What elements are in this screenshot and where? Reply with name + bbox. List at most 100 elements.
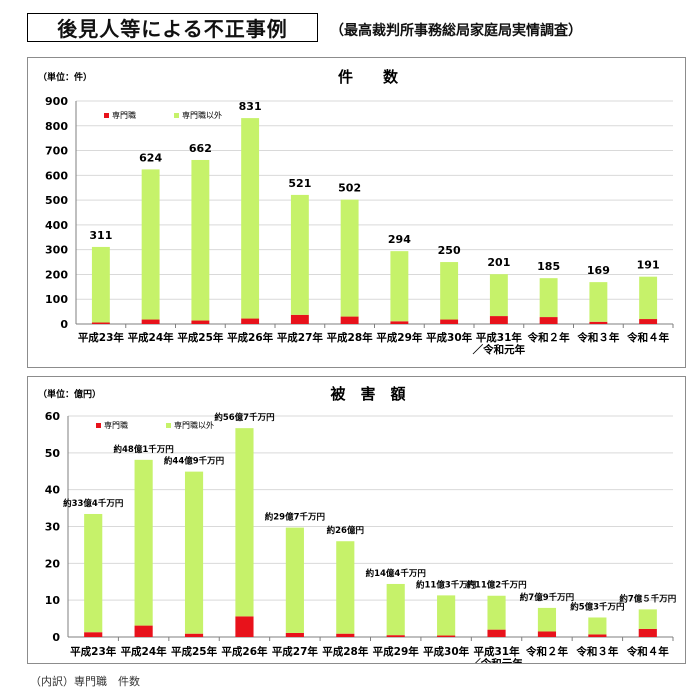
y-tick-label: 100 (45, 293, 68, 306)
x-category-label: 平成24年 (128, 331, 175, 344)
bar-non-professional (390, 251, 409, 322)
data-label: 約26億円 (327, 525, 364, 536)
y-tick-label: 50 (45, 447, 61, 460)
y-tick-label: 60 (45, 410, 61, 423)
x-category-label: 令和２年 (525, 645, 568, 658)
x-category-label: 平成30年 (423, 645, 470, 658)
y-tick-label: 20 (45, 557, 61, 570)
bar-non-professional (184, 471, 204, 634)
x-category-label: 令和３年 (575, 645, 618, 658)
bar-non-professional (386, 583, 405, 636)
data-label: 662 (189, 142, 212, 155)
x-category-label: 平成24年 (121, 645, 168, 658)
x-category-label: 平成29年 (376, 331, 423, 344)
y-tick-label: 0 (52, 631, 60, 644)
y-tick-label: 30 (45, 521, 61, 534)
data-label: 約33億4千万円 (63, 498, 123, 509)
x-category-label: 平成28年 (322, 645, 369, 658)
bar-professional (91, 322, 110, 324)
y-tick-label: 400 (45, 219, 68, 232)
bar-non-professional (191, 159, 210, 321)
bar-professional (184, 633, 204, 637)
y-tick-label: 800 (45, 120, 68, 133)
y-tick-label: 600 (45, 169, 68, 182)
legend-swatch (104, 113, 109, 118)
x-category-label: 平成26年 (221, 645, 268, 658)
bar-professional (539, 317, 558, 324)
bar-professional (390, 321, 409, 324)
x-category-label: 平成23年 (70, 645, 117, 658)
data-label: 521 (288, 177, 311, 190)
bar-professional (437, 635, 456, 637)
x-category-label: 平成30年 (426, 331, 473, 344)
legend: 専門職 専門職以外 (96, 420, 214, 430)
data-label: 約7億9千万円 (520, 592, 574, 603)
x-category-label: 平成26年 (227, 331, 274, 344)
data-label: 185 (537, 260, 560, 273)
page-heading: 後見人等による不正事例 (27, 13, 318, 42)
legend-label: 専門職 (112, 110, 136, 120)
y-tick-label: 0 (60, 318, 68, 331)
bar-non-professional (639, 276, 658, 320)
bar-non-professional (489, 274, 508, 317)
bar-non-professional (537, 607, 557, 632)
bar-professional (489, 316, 508, 324)
bar-professional (340, 316, 359, 324)
x-category-label: 平成25年 (177, 331, 224, 344)
x-category-label: 平成25年 (171, 645, 218, 658)
x-category-label: 平成31年 (473, 645, 520, 658)
data-label: 311 (89, 229, 112, 242)
bar-professional (241, 318, 260, 324)
data-label: 201 (487, 256, 510, 269)
bar-non-professional (336, 541, 355, 634)
bar-professional (336, 633, 355, 637)
page-heading-text: 後見人等による不正事例 (57, 17, 288, 41)
x-category-label: ／令和元年 (473, 343, 526, 356)
data-label: 831 (239, 100, 262, 113)
y-tick-label: 10 (45, 594, 61, 607)
bar-professional (537, 631, 557, 637)
legend-swatch (174, 113, 179, 118)
data-label: 250 (438, 244, 461, 257)
bar-non-professional (539, 278, 558, 318)
x-category-label: 令和２年 (527, 331, 570, 344)
bar-non-professional (134, 459, 153, 626)
bar-professional (639, 319, 658, 324)
bar-professional (134, 625, 153, 637)
legend-label: 専門職以外 (182, 110, 222, 120)
bar-non-professional (290, 194, 309, 315)
y-tick-label: 200 (45, 268, 68, 281)
bar-non-professional (84, 513, 103, 633)
x-category-label: 令和４年 (626, 645, 669, 658)
data-label: 169 (587, 264, 610, 277)
bar-non-professional (285, 527, 304, 633)
chart-count: 件 数 （単位：件） 0 100 200 300 400 500 600 700 800 900 311… (38, 68, 674, 356)
data-label: 約5億3千万円 (570, 601, 624, 612)
y-tick-label: 500 (45, 194, 68, 207)
unit-label: （単位：億円） (38, 388, 101, 400)
data-label: 約14億4千万円 (366, 568, 426, 579)
bar-non-professional (589, 282, 608, 322)
unit-label: （単位：件） (38, 71, 92, 83)
source-note: （最高裁判所事務総局家庭局実情調査） (330, 23, 582, 39)
x-category-label: 平成29年 (373, 645, 420, 658)
data-label: 約11億2千万円 (466, 580, 526, 591)
y-tick-label: 300 (45, 244, 68, 257)
data-label: 約56億7千万円 (214, 412, 274, 423)
legend: 専門職 専門職以外 (104, 110, 222, 120)
bar-professional (588, 634, 607, 637)
y-tick-label: 900 (45, 95, 68, 108)
x-category-label: 平成23年 (78, 331, 125, 344)
x-category-label: 令和４年 (626, 331, 669, 344)
bar-professional (487, 629, 506, 637)
x-category-label: ／令和元年 (470, 657, 523, 663)
x-category-label: 平成27年 (272, 645, 319, 658)
data-label: 624 (139, 151, 162, 164)
bar-professional (440, 319, 459, 324)
chart-panel-damage: 被 害 額 （単位：億円） 0 10 20 30 40 50 60 約33億4千万円 平成23年 約4… (27, 376, 686, 670)
chart-panel-count: 件 数 （単位：件） 0 100 200 300 400 500 600 700 800 900 311… (27, 57, 686, 368)
bar-non-professional (141, 169, 160, 320)
legend-swatch (166, 423, 171, 428)
bar-professional (386, 635, 405, 637)
